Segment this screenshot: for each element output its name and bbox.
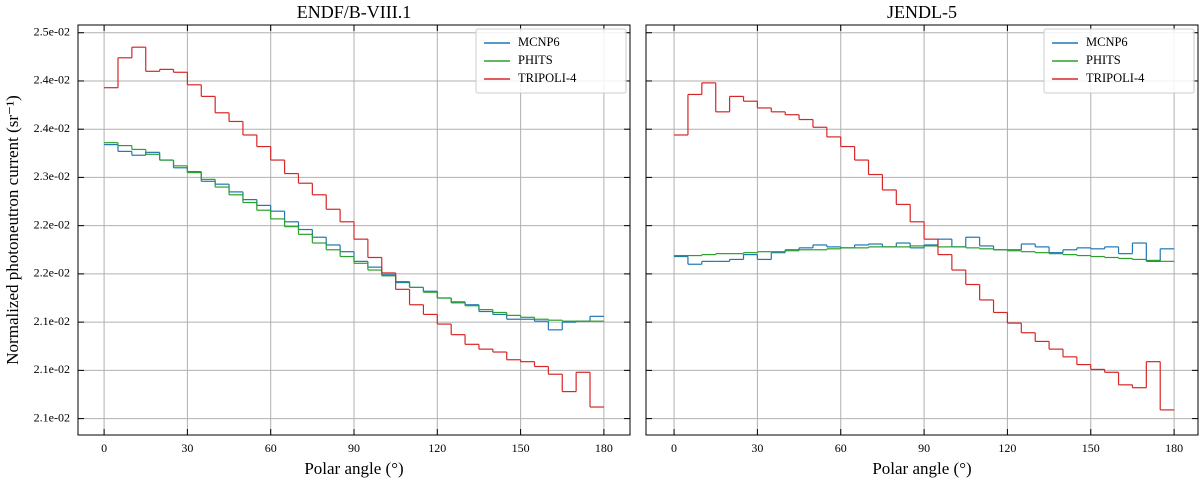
legend-box <box>475 28 627 94</box>
legend-label: MCNP6 <box>1086 35 1128 49</box>
y-tick-label: 2.3e-02 <box>34 169 70 183</box>
x-tick-label: 60 <box>265 441 277 455</box>
legend-box <box>1043 28 1195 94</box>
legend-label: TRIPOLI-4 <box>1086 71 1145 85</box>
panel: 0 30 60 90 120 150 180 2.5e-02 2.4e-02 2.4e-02 2.3… <box>3 2 631 478</box>
y-tick-label: 2.2e-02 <box>34 266 70 280</box>
legend-label: PHITS <box>1086 53 1121 67</box>
legend-label: MCNP6 <box>518 35 560 49</box>
x-tick-label: 90 <box>918 441 930 455</box>
x-tick-label: 0 <box>101 441 107 455</box>
x-tick-label: 150 <box>512 441 530 455</box>
legend-label: TRIPOLI-4 <box>518 71 577 85</box>
x-tick-label: 180 <box>595 441 613 455</box>
chart-title: JENDL-5 <box>887 2 957 22</box>
x-tick-label: 180 <box>1165 441 1183 455</box>
x-tick-label: 120 <box>998 441 1016 455</box>
panel: 0 30 60 90 120 150 180 JENDL-5 Polar angle (°) MC… <box>645 2 1199 478</box>
x-tick-label: 0 <box>671 441 677 455</box>
x-tick-label: 30 <box>751 441 763 455</box>
x-tick-label: 120 <box>428 441 446 455</box>
x-tick-label: 150 <box>1082 441 1100 455</box>
legend-label: PHITS <box>518 53 553 67</box>
x-axis-label: Polar angle (°) <box>872 459 971 478</box>
chart-title: ENDF/B-VIII.1 <box>297 2 412 22</box>
y-tick-label: 2.4e-02 <box>34 121 70 135</box>
y-tick-label: 2.1e-02 <box>34 362 70 376</box>
x-tick-label: 30 <box>181 441 193 455</box>
y-tick-label: 2.1e-02 <box>34 314 70 328</box>
y-tick-label: 2.5e-02 <box>34 24 70 38</box>
legend: MCNP6 PHITS TRIPOLI-4 <box>1043 28 1195 94</box>
axes-frame <box>77 24 631 436</box>
legend: MCNP6 PHITS TRIPOLI-4 <box>475 28 627 94</box>
x-axis-label: Polar angle (°) <box>304 459 403 478</box>
y-tick-label: 2.4e-02 <box>34 73 70 87</box>
x-tick-label: 60 <box>835 441 847 455</box>
axes-frame <box>645 24 1199 436</box>
y-tick-label: 2.1e-02 <box>34 410 70 424</box>
y-tick-label: 2.2e-02 <box>34 217 70 231</box>
y-axis-label: Normalized photoneutron current (sr⁻¹) <box>3 95 22 364</box>
x-tick-label: 90 <box>348 441 360 455</box>
